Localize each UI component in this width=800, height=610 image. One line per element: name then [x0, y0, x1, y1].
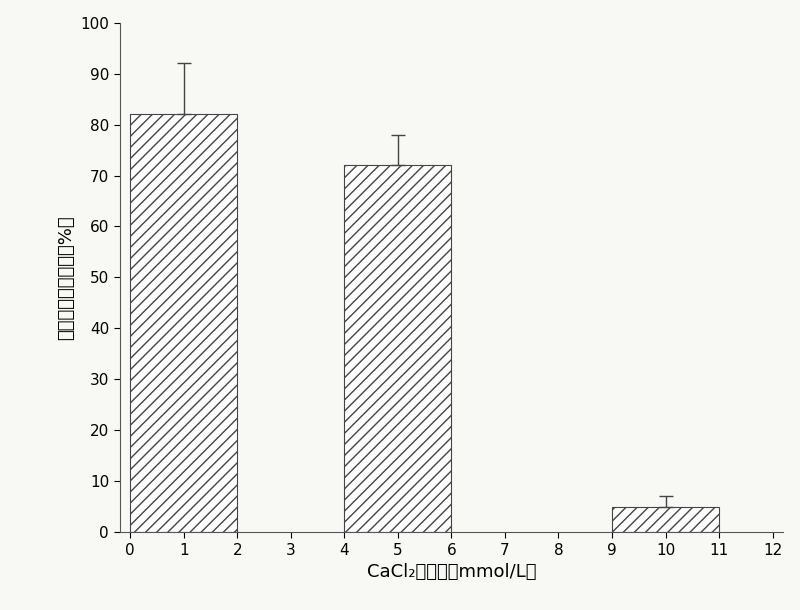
X-axis label: CaCl₂终浓度（mmol/L）: CaCl₂终浓度（mmol/L）	[366, 563, 536, 581]
Bar	[344, 165, 451, 532]
Bar	[612, 507, 719, 532]
Y-axis label: 突变株相对存活率（%）: 突变株相对存活率（%）	[57, 215, 74, 340]
Bar	[130, 115, 238, 532]
